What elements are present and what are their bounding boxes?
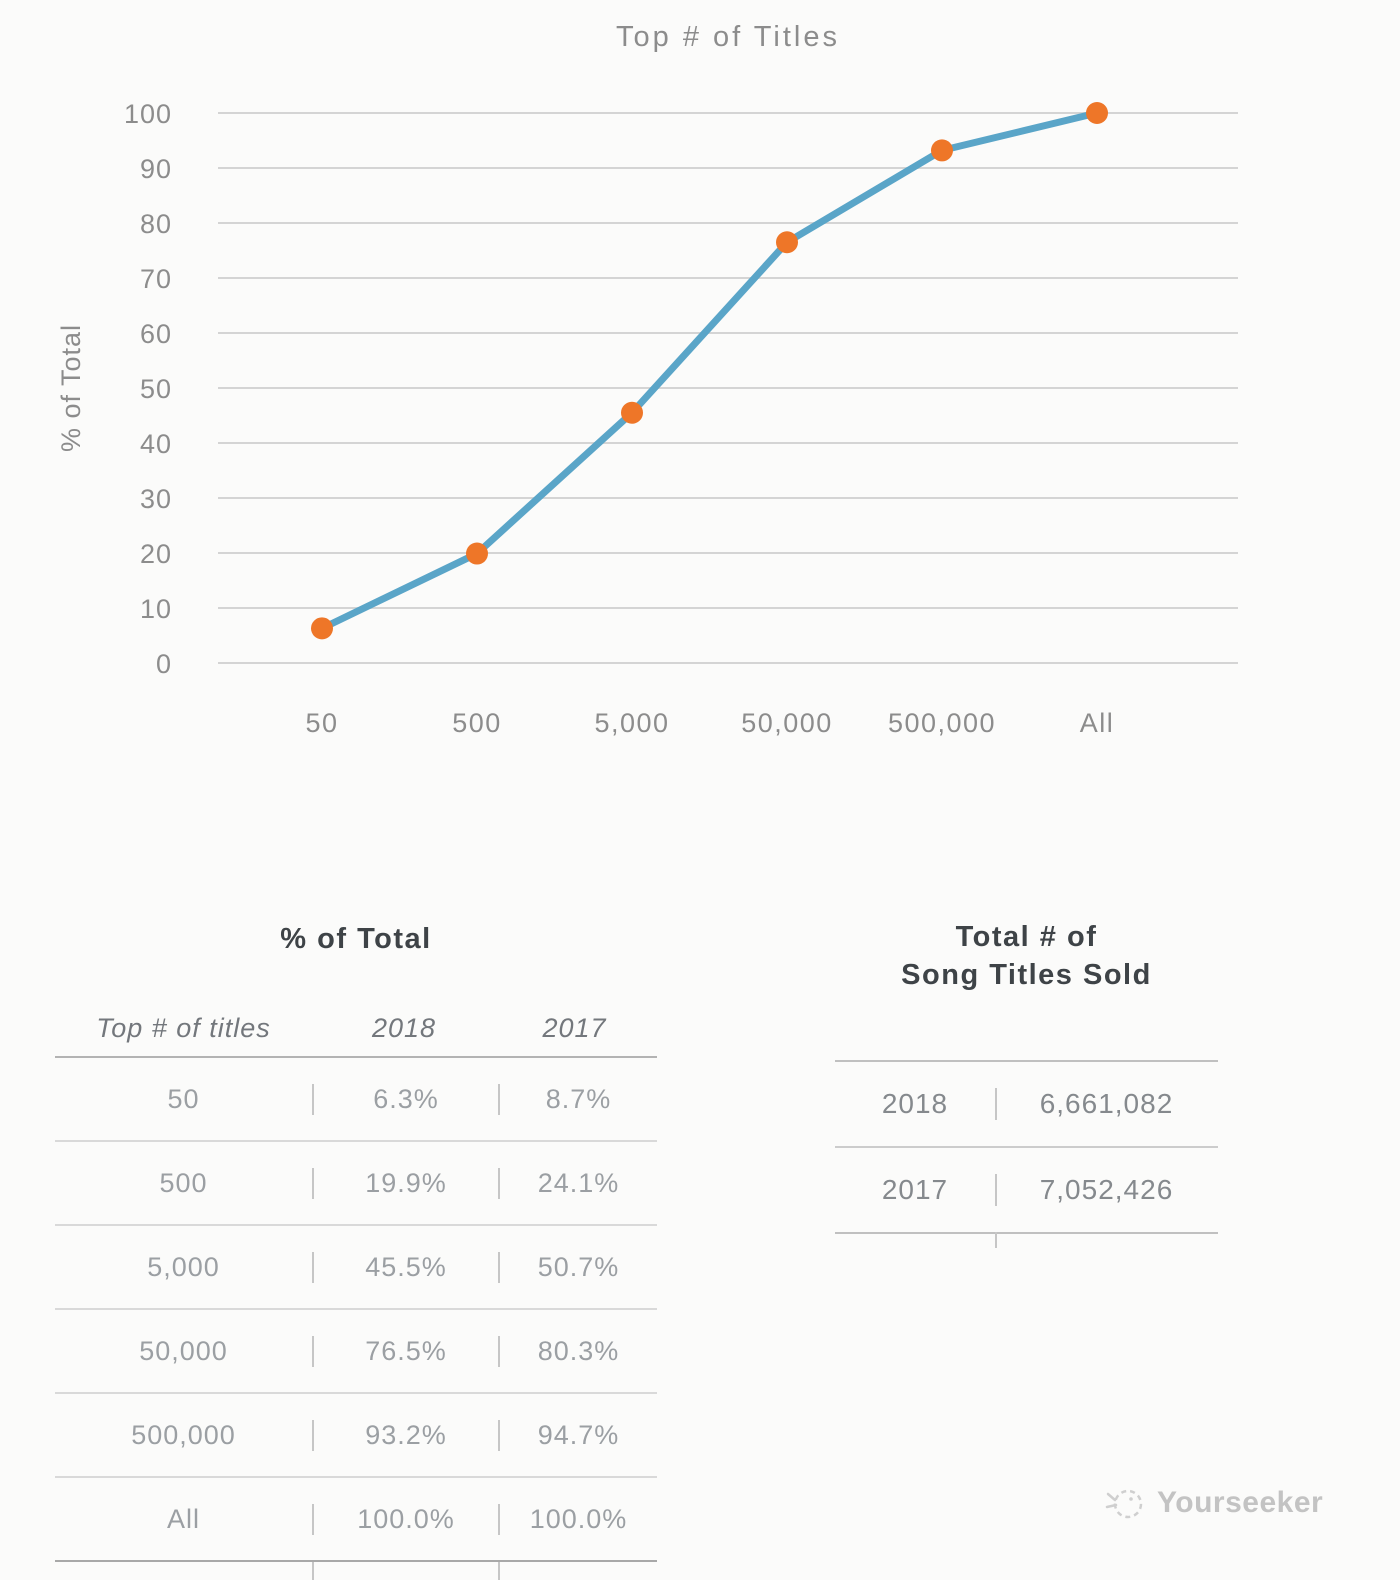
table-cell: 500,000 [131,1419,236,1450]
percent-table-title: % of Total [280,923,432,955]
table-row: 50,000 76.5% 80.3% [55,1310,657,1394]
x-tick-label: 50 [305,708,338,738]
data-point [466,542,488,565]
totals-table-title: Total # of Song Titles Sold [835,918,1218,994]
column-header: 2018 [371,1012,437,1043]
y-tick-label: 10 [140,594,172,624]
table-row: 500,000 93.2% 94.7% [55,1394,657,1478]
y-tick-label: 80 [140,209,172,239]
table-row: 50 6.3% 8.7% [55,1058,657,1142]
table-row: All 100.0% 100.0% [55,1478,657,1562]
watermark-label: Yourseeker [1157,1486,1324,1519]
table-row: 5,000 45.5% 50.7% [55,1226,657,1310]
yourseeker-logo-icon [1105,1489,1143,1519]
percent-of-total-table: Top # of titles 2018 2017 50 6.3% 8.7% 500 1… [55,1000,657,1562]
table-cell: 100.0% [529,1503,628,1534]
song-titles-sold-table: 2018 6,661,082 2017 7,052,426 [835,1060,1218,1234]
table-divider [995,1232,997,1248]
column-header: 2017 [542,1012,607,1043]
table-cell: 8.7% [545,1083,612,1114]
y-tick-label: 20 [140,539,172,569]
column-header: Top # of titles [96,1012,271,1043]
y-tick-label: 50 [140,374,172,404]
table-cell: 100.0% [312,1503,500,1535]
table-row: 500 19.9% 24.1% [55,1142,657,1226]
table-cell: 2018 [881,1088,949,1119]
table-divider [312,1562,314,1580]
x-tick-label: All [1080,708,1115,738]
y-tick-label: 90 [140,154,172,184]
y-tick-label: 40 [140,429,172,459]
data-point [621,401,643,424]
x-tick-label: 500,000 [888,708,996,738]
table-cell: 7,052,426 [995,1174,1216,1206]
percent-table-rows: 50 6.3% 8.7% 500 19.9% 24.1% 5,000 45.5% 50.7% 50… [55,1056,657,1562]
x-tick-label: 5,000 [594,708,669,738]
table-cell: 19.9% [312,1167,500,1199]
chart-line [318,109,1101,632]
table-cell: 500 [159,1167,208,1198]
table-row: 2017 7,052,426 [835,1148,1218,1232]
x-tick-label: 500 [452,708,502,738]
chart-title: Top # of Titles [616,21,840,53]
y-tick-label: 0 [156,649,172,679]
line-chart: 0 10 20 30 40 50 60 70 80 90 100 50 500 5,000 50,000 50… [56,21,1238,738]
x-tick-label: 50,000 [741,708,833,738]
y-tick-label: 100 [124,99,172,129]
table-cell: 45.5% [312,1251,500,1283]
table-header-row: Top # of titles 2018 2017 [55,1000,657,1056]
data-point [776,231,798,254]
data-point [1086,102,1108,124]
table-cell: 76.5% [312,1335,500,1367]
table-cell: 6.3% [312,1083,500,1115]
table-divider [498,1562,500,1580]
totals-table-title-line2: Song Titles Sold [901,959,1152,991]
y-tick-label: 70 [140,264,172,294]
y-tick-label: 30 [140,484,172,514]
y-axis-label: % of Total [56,324,86,452]
table-cell: 6,661,082 [995,1088,1216,1120]
table-cell: 24.1% [537,1167,620,1198]
data-point [311,617,333,640]
table-cell: 50 [167,1083,200,1114]
y-tick-label: 60 [140,319,172,349]
table-cell: 50,000 [139,1335,228,1366]
watermark: Yourseeker [1103,1480,1323,1526]
data-point [931,139,953,162]
table-cell: All [166,1503,200,1534]
table-cell: 94.7% [537,1419,620,1450]
table-cell: 80.3% [537,1335,620,1366]
totals-table-title-line1: Total # of [955,921,1098,953]
table-cell: 93.2% [312,1419,500,1451]
table-cell: 2017 [881,1174,949,1205]
table-row: 2018 6,661,082 [835,1062,1218,1148]
table-cell: 50.7% [537,1251,620,1282]
table-cell: 5,000 [147,1251,220,1282]
